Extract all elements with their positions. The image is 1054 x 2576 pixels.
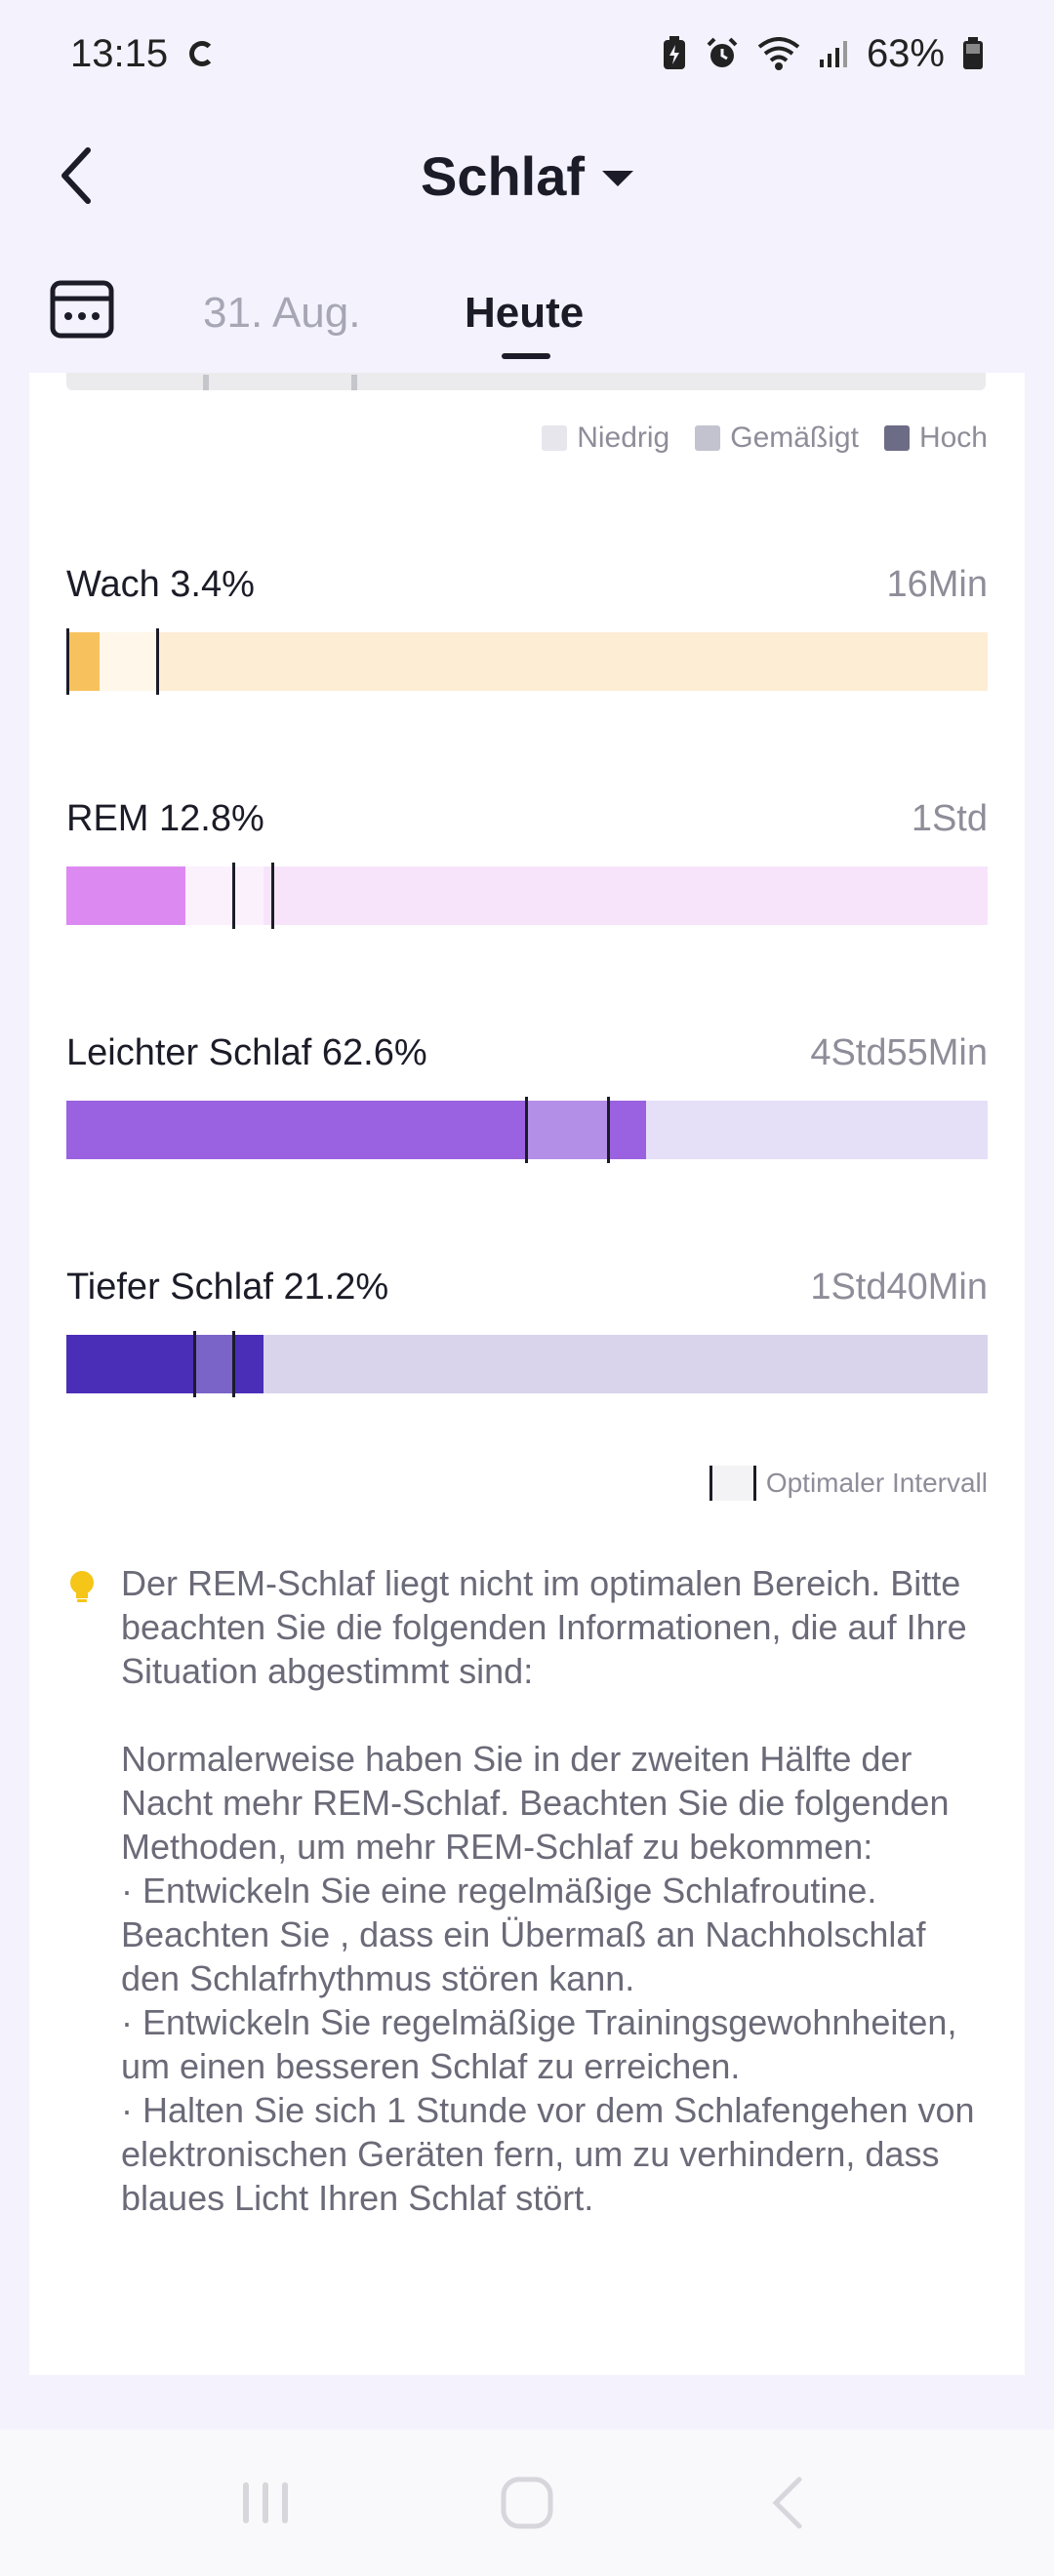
status-time: 13:15 <box>70 31 169 75</box>
battery-percent: 63% <box>866 31 945 75</box>
awake-bar <box>66 628 988 695</box>
light-sleep-bar <box>66 1097 988 1163</box>
lightbulb-icon <box>66 1561 105 2220</box>
metric-deep-value: 1Std40Min <box>810 1267 988 1308</box>
tab-previous-day[interactable]: 31. Aug. <box>203 289 361 337</box>
sync-icon <box>189 41 216 66</box>
awake-bar-fill <box>66 632 100 691</box>
back-nav-button[interactable] <box>744 2459 831 2547</box>
light-optimal-end-marker <box>607 1097 610 1163</box>
metric-light-sleep: Leichter Schlaf 62.6% 4Std55Min <box>66 1032 988 1163</box>
rem-bar-fill <box>66 866 185 925</box>
calendar-icon <box>50 280 114 339</box>
home-icon <box>501 2476 553 2529</box>
status-bar: 13:15 63% <box>0 0 1054 107</box>
back-nav-icon <box>772 2476 802 2529</box>
advice-section: Der REM-Schlaf liegt nicht im optimalen … <box>66 1561 988 2220</box>
metric-awake-label: Wach 3.4% <box>66 564 255 605</box>
page-title: Schlaf <box>420 144 586 207</box>
sleep-stage-card: Niedrig Gemäßigt Hoch Wach 3.4% 16Min RE… <box>29 373 1025 2375</box>
rem-optimal-range <box>185 866 264 925</box>
light-optimal-range <box>525 1101 607 1159</box>
back-button[interactable] <box>37 137 115 215</box>
legend-moderate-label: Gemäßigt <box>730 422 859 454</box>
title-dropdown[interactable]: Schlaf <box>420 144 634 208</box>
legend-low: Niedrig <box>542 422 669 455</box>
system-nav-bar <box>0 2430 1054 2576</box>
timeline-strip <box>66 373 986 390</box>
app-header: Schlaf <box>0 107 1054 244</box>
metric-rem-value: 1Std <box>911 798 988 839</box>
legend-high: Hoch <box>883 422 988 455</box>
legend-high-label: Hoch <box>918 422 988 454</box>
alarm-icon <box>705 36 740 71</box>
metric-rem-label: REM 12.8% <box>66 798 264 839</box>
date-tabs: 31. Aug. Heute <box>0 254 1054 371</box>
status-left: 13:15 <box>70 31 216 76</box>
metric-rem: REM 12.8% 1Std <box>66 798 988 929</box>
legend-moderate-swatch <box>695 425 721 451</box>
deep-sleep-bar <box>66 1331 988 1397</box>
timeline-tick <box>203 375 209 390</box>
light-optimal-start-marker <box>525 1097 528 1163</box>
optimal-range-label: Optimaler Intervall <box>765 1468 988 1498</box>
caret-down-icon <box>602 171 634 186</box>
battery-saver-icon <box>662 36 687 71</box>
status-right: 63% <box>662 32 984 76</box>
metric-awake: Wach 3.4% 16Min <box>66 564 989 695</box>
recent-apps-icon <box>243 2482 289 2523</box>
awake-optimal-end-marker <box>156 628 159 695</box>
calendar-button[interactable] <box>49 275 115 342</box>
rem-bar <box>66 863 988 929</box>
tab-today[interactable]: Heute <box>465 289 585 337</box>
active-tab-indicator <box>502 353 550 359</box>
deep-optimal-start-marker <box>193 1331 196 1397</box>
home-button[interactable] <box>483 2459 571 2547</box>
rem-optimal-end-marker <box>271 863 274 929</box>
recent-apps-button[interactable] <box>223 2459 310 2547</box>
optimal-range-swatch <box>709 1466 756 1501</box>
signal-icon <box>818 38 849 69</box>
metric-light-value: 4Std55Min <box>810 1032 988 1073</box>
legend-moderate: Gemäßigt <box>695 422 859 455</box>
battery-icon <box>962 37 984 70</box>
intensity-legend: Niedrig Gemäßigt Hoch <box>542 422 988 455</box>
deep-optimal-end-marker <box>232 1331 235 1397</box>
awake-optimal-start-marker <box>66 628 69 695</box>
metric-deep-label: Tiefer Schlaf 21.2% <box>66 1267 389 1308</box>
deep-optimal-range <box>193 1335 232 1393</box>
awake-bar-track <box>66 632 988 691</box>
legend-low-label: Niedrig <box>577 422 670 454</box>
chevron-left-icon <box>61 147 91 204</box>
advice-text: Der REM-Schlaf liegt nicht im optimalen … <box>121 1563 975 2218</box>
wifi-icon <box>757 37 800 70</box>
metric-awake-value: 16Min <box>886 564 989 605</box>
timeline-tick <box>351 375 357 390</box>
metric-light-label: Leichter Schlaf 62.6% <box>66 1032 427 1073</box>
legend-low-swatch <box>542 425 568 451</box>
optimal-range-legend: Optimaler Intervall <box>709 1466 988 1501</box>
rem-optimal-start-marker <box>232 863 235 929</box>
metric-deep-sleep: Tiefer Schlaf 21.2% 1Std40Min <box>66 1267 988 1397</box>
legend-high-swatch <box>883 425 910 451</box>
